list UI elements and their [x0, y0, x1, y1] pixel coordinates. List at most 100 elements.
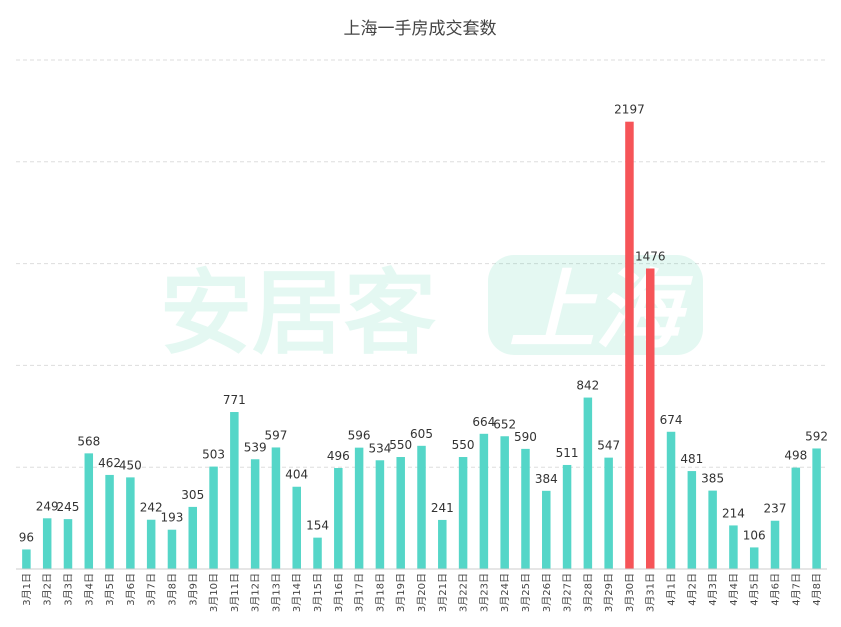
- value-label: 547: [597, 439, 620, 453]
- bar: [479, 433, 489, 569]
- value-label: 597: [264, 428, 287, 442]
- bar: [666, 431, 676, 569]
- bar: [583, 397, 593, 569]
- x-tick-label: 3月31日: [645, 573, 657, 612]
- x-tick-label: 3月28日: [582, 573, 594, 612]
- bar: [729, 525, 738, 569]
- value-label: 241: [431, 501, 454, 515]
- bar: [687, 471, 697, 569]
- value-label: 462: [98, 456, 121, 470]
- value-label: 842: [576, 379, 599, 393]
- bar: [562, 464, 572, 569]
- bar: [209, 466, 218, 569]
- bar: [250, 459, 260, 569]
- bar: [708, 490, 717, 569]
- x-tick-label: 3月16日: [333, 573, 345, 612]
- x-tick-labels: 3月1日 3月2日 3月3日 3月4日 3月5日 3月6日 3月7日 3月8日 3月9日 3月10…: [21, 573, 823, 612]
- value-label: 539: [244, 440, 267, 454]
- x-tick-label: 3月7日: [146, 573, 158, 606]
- x-tick-label: 3月25日: [520, 573, 532, 612]
- bar: [126, 477, 135, 569]
- x-tick-label: 3月8日: [166, 573, 178, 606]
- x-tick-label: 4月6日: [770, 573, 782, 606]
- value-label: 450: [119, 458, 142, 472]
- value-label: 664: [472, 415, 495, 429]
- value-label: 305: [181, 488, 204, 502]
- x-tick-label: 3月9日: [187, 573, 199, 606]
- value-label: 503: [202, 448, 225, 462]
- bar: [375, 460, 385, 569]
- value-label: 154: [306, 519, 329, 533]
- x-tick-label: 3月29日: [603, 573, 615, 612]
- value-label: 592: [805, 429, 828, 443]
- x-tick-label: 3月30日: [624, 573, 636, 612]
- bar: [271, 447, 281, 569]
- x-tick-label: 3月10日: [208, 573, 220, 612]
- x-tick-label: 3月12日: [250, 573, 262, 612]
- value-label: 237: [764, 502, 787, 516]
- x-tick-label: 3月18日: [374, 573, 386, 612]
- value-label: 481: [680, 452, 703, 466]
- bar: [146, 519, 156, 569]
- value-label: 596: [348, 429, 371, 443]
- bar: [354, 447, 364, 569]
- bar: [770, 520, 780, 569]
- x-tick-label: 3月2日: [42, 573, 54, 606]
- value-label: 193: [161, 511, 184, 525]
- x-tick-label: 3月13日: [270, 573, 282, 612]
- x-tick-label: 3月11日: [229, 573, 241, 612]
- value-label: 652: [493, 417, 516, 431]
- value-label: 2197: [614, 103, 645, 117]
- value-label: 106: [743, 528, 766, 542]
- x-tick-label: 3月3日: [62, 573, 74, 606]
- bar: [313, 537, 322, 569]
- bar: [542, 490, 551, 569]
- value-label: 245: [57, 500, 80, 514]
- bar: [458, 457, 468, 569]
- value-label: 590: [514, 430, 537, 444]
- x-tick-label: 3月19日: [395, 573, 407, 612]
- bars: [22, 121, 821, 570]
- value-label: 404: [285, 468, 308, 482]
- x-tick-label: 3月4日: [83, 573, 95, 606]
- bar: [791, 467, 801, 569]
- chart-title: 上海一手房成交套数: [344, 19, 497, 39]
- x-tick-label: 4月1日: [666, 573, 678, 606]
- bar: [334, 468, 343, 569]
- bar: [188, 506, 198, 569]
- value-label: 249: [36, 499, 59, 513]
- x-tick-label: 3月15日: [312, 573, 324, 612]
- value-label: 496: [327, 449, 350, 463]
- x-tick-label: 3月17日: [354, 573, 366, 612]
- bar: [63, 519, 73, 569]
- x-tick-label: 3月22日: [458, 573, 470, 612]
- bar: [645, 268, 655, 569]
- value-label: 771: [223, 393, 246, 407]
- value-label: 1476: [635, 249, 666, 263]
- watermark-logo: 安居客 上海: [160, 255, 703, 367]
- bar: [230, 412, 239, 569]
- watermark-city: 上海: [509, 261, 694, 361]
- bar: [22, 549, 31, 569]
- x-tick-label: 3月26日: [541, 573, 553, 612]
- bar: [84, 453, 94, 569]
- bar: [396, 457, 405, 569]
- x-tick-label: 4月2日: [686, 573, 698, 606]
- bar: [105, 474, 114, 569]
- x-tick-label: 3月23日: [478, 573, 490, 612]
- value-label: 550: [452, 438, 475, 452]
- x-tick-label: 4月4日: [728, 573, 740, 606]
- x-tick-label: 3月1日: [21, 573, 33, 606]
- bar: [167, 529, 177, 569]
- value-label: 214: [722, 506, 745, 520]
- x-tick-label: 4月7日: [790, 573, 802, 606]
- value-label: 242: [140, 501, 163, 515]
- bar: [749, 547, 759, 569]
- bar: [417, 445, 426, 569]
- bar: [42, 518, 52, 569]
- value-label: 385: [701, 472, 724, 486]
- bar: [438, 519, 447, 569]
- value-label: 534: [368, 441, 391, 455]
